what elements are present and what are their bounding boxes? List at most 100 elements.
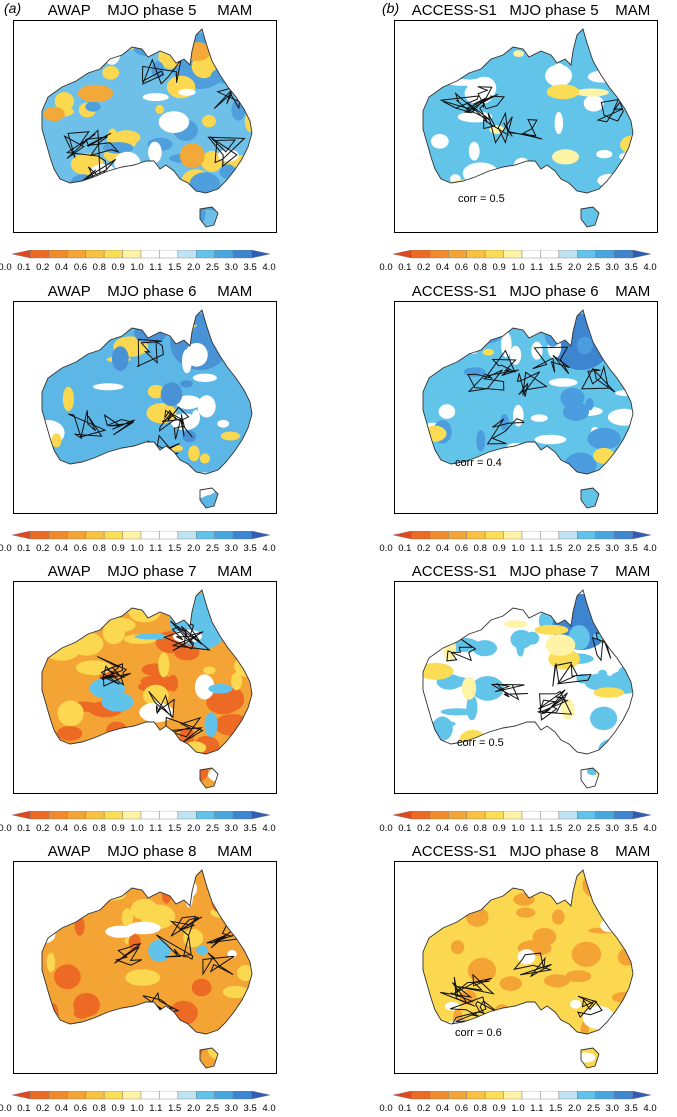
significance-contour <box>202 952 235 976</box>
colorbar-segment <box>521 1091 541 1100</box>
colorbar-tick-label: 0.1 <box>17 1103 31 1114</box>
colorbar-segment <box>540 811 560 820</box>
field-patch <box>554 111 563 135</box>
field-patch <box>453 1008 463 1029</box>
field-patch <box>54 964 81 990</box>
colorbar-segment <box>122 250 142 259</box>
field-patch <box>168 674 179 692</box>
colorbar-segment <box>540 250 560 259</box>
field-patch <box>175 395 201 410</box>
colorbar-tick-label: 0.0 <box>379 262 393 273</box>
map-frame <box>13 581 277 794</box>
field-patch <box>218 488 245 508</box>
field-patch <box>62 386 74 412</box>
field-patch <box>207 1040 242 1061</box>
colorbar-tick-label: 1.0 <box>511 262 525 273</box>
colorbar-segment <box>177 531 197 540</box>
field-patch <box>582 1033 618 1042</box>
field-patch <box>127 189 154 215</box>
colorbar-segment <box>67 250 86 259</box>
colorbar-segment <box>595 1091 615 1100</box>
australia-coastline <box>422 869 634 1035</box>
field-patch <box>102 66 120 80</box>
column-label-a: (a) <box>4 0 22 16</box>
field-patch <box>134 633 168 640</box>
colorbar-tick-label: 4.0 <box>643 823 657 834</box>
colorbar-tick-label: 3.0 <box>605 543 619 554</box>
australia-map <box>422 309 634 509</box>
field-patch <box>173 1029 184 1038</box>
field-patch <box>516 907 536 918</box>
colorbar-tick-label: 1.1 <box>530 262 544 273</box>
field-patch <box>466 907 489 927</box>
colorbar-segment <box>484 811 504 820</box>
colorbar-tick-label: 0.4 <box>54 823 69 834</box>
significance-contour <box>158 406 190 432</box>
field-patch <box>607 408 633 426</box>
colorbar-tick-label: 0.8 <box>473 823 487 834</box>
colorbar-tick-label: 0.8 <box>473 543 487 554</box>
colorbar-segment <box>632 250 652 259</box>
field-patch <box>81 610 90 626</box>
colorbar-segment <box>411 811 431 820</box>
field-patch <box>42 762 65 773</box>
field-patch <box>560 387 585 408</box>
colorbar-segment <box>558 531 578 540</box>
colorbar-tick-label: 0.6 <box>454 262 469 273</box>
colorbar-segment <box>30 811 50 820</box>
colorbar-segment <box>577 531 596 540</box>
colorbar-segment <box>411 250 431 259</box>
field-patch <box>552 149 579 165</box>
map-frame: corr = 0.5 <box>394 20 658 233</box>
field-patch <box>534 434 567 445</box>
colorbar-segment <box>232 811 252 820</box>
colorbar-segment <box>232 250 252 259</box>
field-patch <box>516 768 534 788</box>
colorbar-segment <box>577 1091 596 1100</box>
field-patch <box>155 1019 184 1044</box>
colorbar-tick-label: 1.1 <box>149 543 163 554</box>
colorbar: 0.0 0.1 0.2 0.4 0.6 0.8 0.9 1.0 1.1 1.5 2.0 2.5 3.0 3… <box>0 250 300 276</box>
field-patch <box>127 1037 159 1061</box>
field-patch <box>587 427 621 450</box>
colorbar-tick-label: 1.5 <box>168 1103 182 1114</box>
panel-title: AWAP MJO phase 5 MAM <box>47 2 253 19</box>
colorbar-tick-label: 1.0 <box>130 543 144 554</box>
colorbar-segment <box>429 531 449 540</box>
field-patch <box>552 470 585 490</box>
colorbar-tick-label: 2.5 <box>205 823 220 834</box>
colorbar-segment <box>11 1091 31 1100</box>
field-patch <box>105 925 136 938</box>
tasmania-coastline <box>199 487 219 509</box>
field-patch <box>54 53 83 76</box>
field-patch <box>590 706 618 731</box>
colorbar-segment <box>122 531 142 540</box>
colorbar-segment <box>251 250 271 259</box>
field-patch <box>73 1006 90 1019</box>
field-patch <box>42 1028 77 1037</box>
colorbar-tick-label: 1.5 <box>168 823 182 834</box>
field-patch <box>507 1044 534 1063</box>
field-patch <box>42 30 67 53</box>
colorbar-tick-labels: 0.0 0.1 0.2 0.4 0.6 0.8 0.9 1.0 1.1 1.5 2.0 2.5 3.0 3… <box>379 823 677 837</box>
field-patch <box>574 755 604 763</box>
colorbar-tick-label: 0.8 <box>92 262 106 273</box>
field-patch <box>438 484 448 508</box>
colorbar-segment <box>85 531 105 540</box>
colorbar-segment <box>448 250 467 259</box>
australia-map <box>41 869 253 1069</box>
field-patch <box>451 201 463 226</box>
field-patch <box>617 616 633 637</box>
field-patch <box>452 762 471 783</box>
colorbar-tick-label: 0.2 <box>417 1103 431 1114</box>
field-patch <box>231 672 243 691</box>
colorbar-tick-label: 0.2 <box>417 823 431 834</box>
field-patch <box>467 957 497 984</box>
colorbar-tick-label: 0.9 <box>492 1103 506 1114</box>
field-patch <box>158 652 170 678</box>
colorbar-segment <box>466 1091 486 1100</box>
map-panel-a8: AWAP MJO phase 8 MAM 0.0 0.1 0.2 0.4 0.6 0.8 0.… <box>0 843 300 1114</box>
field-patch <box>68 494 99 508</box>
field-patch <box>462 162 499 185</box>
colorbar-segment <box>595 531 615 540</box>
